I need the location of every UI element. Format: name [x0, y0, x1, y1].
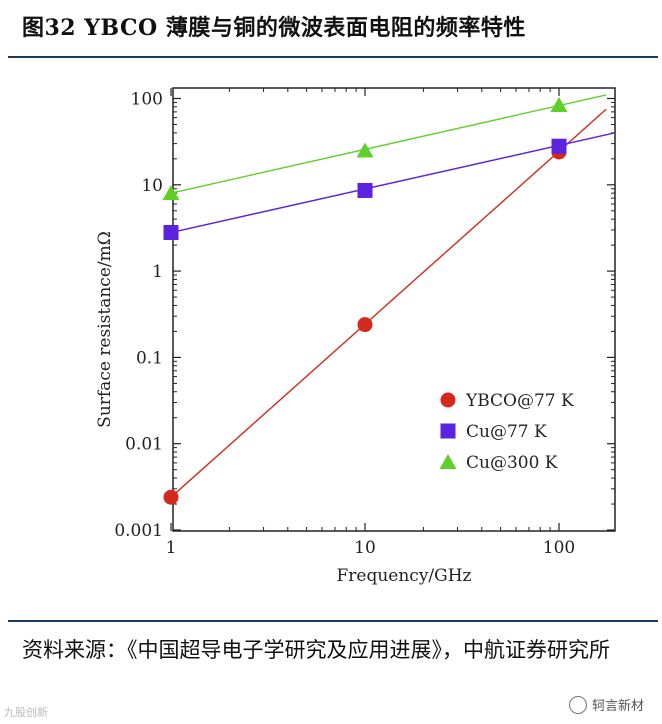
y-tick-label: 10 — [141, 176, 163, 196]
y-tick-label: 100 — [131, 90, 163, 110]
page-title: 图32 YBCO 薄膜与铜的微波表面电阻的频率特性 — [22, 15, 526, 41]
y-tick-label: 0.001 — [114, 521, 163, 541]
x-axis-label: Frequency/GHz — [336, 566, 471, 586]
plot-frame — [172, 87, 616, 532]
legend-marker — [439, 454, 457, 469]
data-point-ybco-77-k — [357, 317, 373, 333]
top-divider — [8, 56, 658, 58]
source-note: 资料来源：《中国超导电子学研究及应用进展》，中航证券研究所 — [22, 638, 610, 662]
legend-marker — [440, 392, 456, 408]
legend-label: Cu@300 K — [466, 453, 558, 473]
data-markers — [162, 97, 568, 505]
data-point-cu-300-k — [356, 142, 374, 158]
fit-line-cu-77-k — [170, 132, 616, 234]
data-point-ybco-77-k — [163, 489, 179, 505]
y-tick-label: 0.1 — [136, 348, 163, 368]
y-axis-label: Surface resistance/mΩ — [95, 231, 115, 428]
x-tick-label: 100 — [543, 538, 575, 558]
legend-marker — [440, 423, 456, 439]
legend-label: YBCO@77 K — [465, 391, 574, 411]
corner-watermark: 九股创新 — [4, 706, 48, 719]
data-point-cu-77-k — [357, 182, 373, 198]
bottom-divider — [8, 620, 658, 622]
legend: YBCO@77 K Cu@77 K Cu@300 K — [439, 391, 574, 473]
data-point-cu-77-k — [551, 138, 567, 154]
surface-resistance-chart: 1 10 100 0.001 0.01 0.1 1 10 100 YBCO@77 K Cu@77 … — [95, 87, 616, 586]
watermark: 轲言新材 — [568, 695, 644, 714]
data-point-cu-300-k — [162, 185, 180, 201]
y-tick-label: 1 — [152, 262, 163, 282]
data-point-cu-77-k — [163, 225, 179, 241]
wechat-icon — [568, 695, 587, 714]
axis-ticks: 1 10 100 0.001 0.01 0.1 1 10 100 — [114, 88, 615, 558]
fit-lines — [170, 94, 616, 498]
watermark-text: 轲言新材 — [591, 699, 644, 714]
fit-line-ybco-77-k — [170, 108, 607, 498]
fit-line-cu-300-k — [170, 94, 607, 194]
x-tick-label: 1 — [166, 538, 177, 558]
y-tick-label: 0.01 — [125, 435, 163, 455]
legend-label: Cu@77 K — [466, 422, 547, 442]
x-tick-label: 10 — [354, 538, 376, 558]
data-point-cu-300-k — [550, 97, 568, 113]
